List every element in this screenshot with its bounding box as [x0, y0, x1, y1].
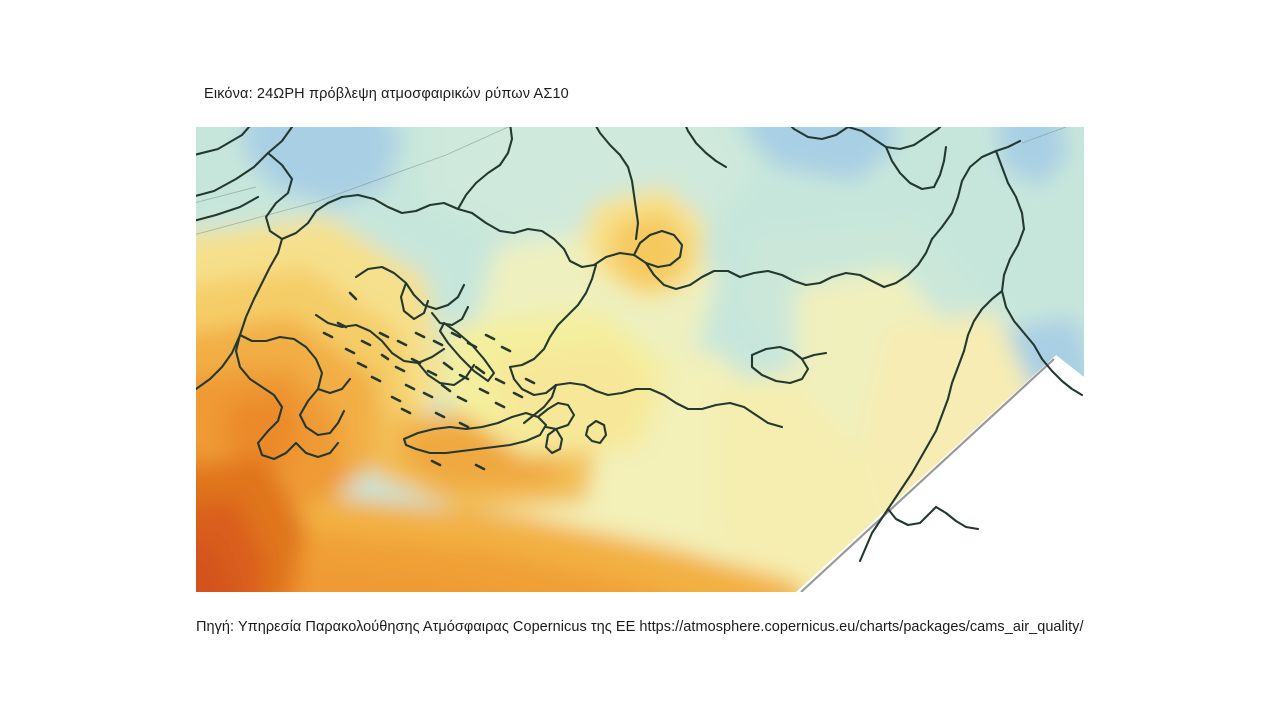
graticule [196, 127, 1067, 235]
map-canvas [196, 127, 1084, 592]
coastlines [196, 127, 1084, 563]
figure-caption: Εικόνα: 24ΩΡΗ πρόβλεψη ατμοσφαιρικών ρύπ… [204, 86, 569, 102]
pm10-forecast-map [196, 127, 1084, 592]
figure-source-attribution: Πηγή: Υπηρεσία Παρακολούθησης Ατμόσφαιρα… [196, 619, 1084, 635]
no-data-region [796, 355, 1084, 592]
